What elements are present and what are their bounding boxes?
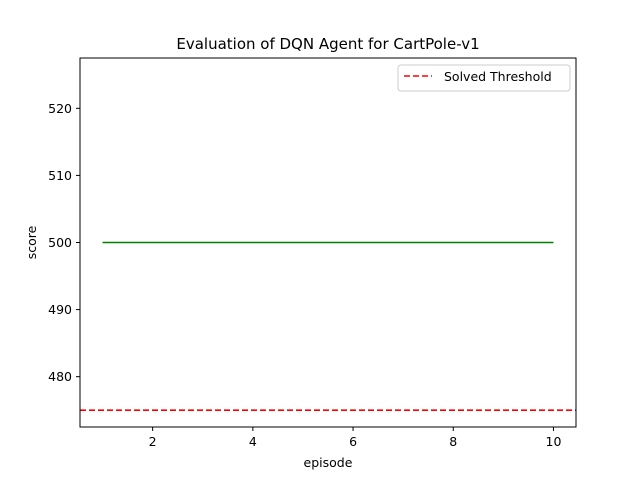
legend-threshold-label: Solved Threshold <box>444 69 552 84</box>
legend: Solved Threshold <box>397 64 571 92</box>
axis-ticks: 2 4 6 8 10 480 490 500 510 520 <box>48 101 561 449</box>
y-tick-label: 510 <box>48 168 72 183</box>
x-tick-label: 2 <box>149 434 157 449</box>
y-axis-label: score <box>24 225 39 259</box>
x-axis-label: episode <box>304 455 353 470</box>
y-tick-label: 520 <box>48 101 72 116</box>
x-tick-label: 10 <box>546 434 562 449</box>
plot-area <box>80 241 576 412</box>
x-tick-label: 4 <box>249 434 257 449</box>
x-tick-label: 6 <box>349 434 357 449</box>
x-tick-label: 8 <box>449 434 457 449</box>
y-tick-label: 500 <box>48 235 72 250</box>
y-tick-label: 490 <box>48 302 72 317</box>
chart-title: Evaluation of DQN Agent for CartPole-v1 <box>176 35 479 53</box>
legend-box <box>397 64 571 92</box>
y-tick-label: 480 <box>48 369 72 384</box>
